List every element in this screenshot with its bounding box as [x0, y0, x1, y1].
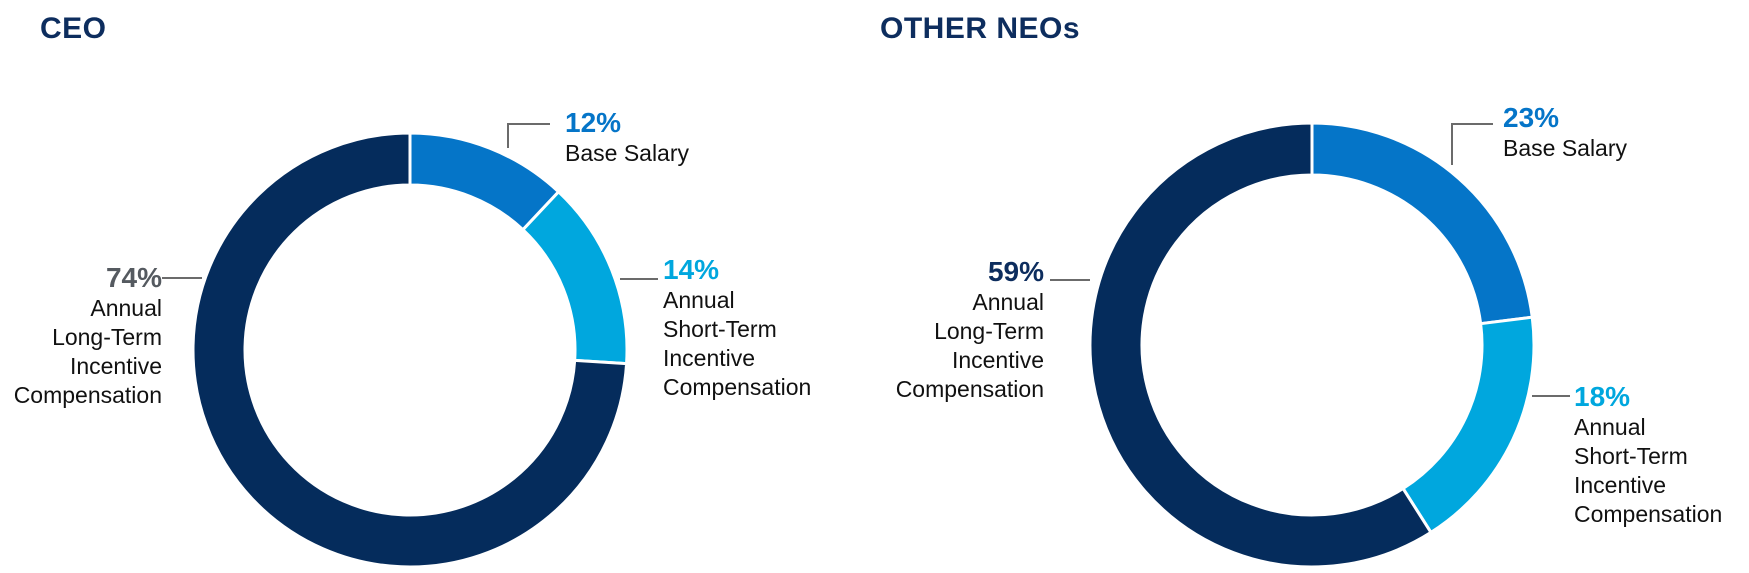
neo-slice-base-salary — [1310, 121, 1534, 326]
ceo-donut-chart — [191, 131, 629, 569]
ceo-short-term-label-line: Compensation — [663, 374, 812, 400]
neo-short-term-label-line: Compensation — [1574, 501, 1723, 527]
ceo-short-term-label-line: Annual — [663, 287, 735, 313]
neo-short-term-label-line: Short-Term — [1574, 443, 1688, 469]
neo-long-term-label-line: Compensation — [895, 376, 1044, 402]
ceo-long-term-leader-line — [162, 277, 202, 279]
ceo-base-salary-leader-tick — [507, 123, 509, 148]
neo-base-salary-leader-tick — [1451, 123, 1453, 165]
neo-short-term-callout: 18% Annual Short-Term Incentive Compensa… — [1574, 381, 1722, 529]
ceo-slice-annual-long-term-incentive-compensation — [191, 131, 629, 569]
neo-base-salary-callout: 23% Base Salary — [1503, 102, 1627, 163]
ceo-short-term-label-line: Incentive — [663, 345, 756, 371]
ceo-long-term-pct: 74% — [105, 262, 162, 293]
neo-long-term-pct: 59% — [987, 256, 1044, 287]
neo-slice-annual-long-term-incentive-compensation — [1088, 121, 1434, 569]
neo-short-term-label-line: Incentive — [1574, 472, 1667, 498]
neo-long-term-label-line: Annual — [972, 289, 1044, 315]
ceo-short-term-label-line: Short-Term — [663, 316, 777, 342]
ceo-slice-annual-short-term-incentive-compensation — [520, 189, 629, 366]
ceo-long-term-label-line: Annual — [90, 295, 162, 321]
neo-slice-annual-short-term-incentive-compensation — [1401, 315, 1536, 535]
neo-short-term-pct: 18% — [1574, 381, 1631, 412]
ceo-base-salary-pct: 12% — [565, 107, 622, 138]
neo-base-salary-label: Base Salary — [1503, 135, 1628, 161]
ceo-long-term-label-line: Incentive — [69, 353, 162, 379]
ceo-base-salary-leader-line — [507, 123, 550, 125]
neo-long-term-leader-line — [1050, 279, 1090, 281]
neo-base-salary-leader-line — [1451, 123, 1493, 125]
neo-short-term-label-line: Annual — [1574, 414, 1646, 440]
neo-long-term-label-line: Long-Term — [934, 318, 1044, 344]
ceo-short-term-callout: 14% Annual Short-Term Incentive Compensa… — [663, 254, 811, 402]
other-neos-chart-title: OTHER NEOs — [880, 12, 1081, 45]
ceo-base-salary-label: Base Salary — [565, 140, 690, 166]
ceo-short-term-leader-line — [620, 278, 658, 280]
neo-short-term-leader-line — [1532, 395, 1570, 397]
neo-long-term-callout: 59% Annual Long-Term Incentive Compensat… — [896, 256, 1044, 404]
ceo-short-term-pct: 14% — [663, 254, 720, 285]
neo-base-salary-pct: 23% — [1503, 102, 1560, 133]
ceo-base-salary-callout: 12% Base Salary — [565, 107, 689, 168]
other-neos-donut-chart — [1088, 121, 1536, 569]
ceo-long-term-label-line: Compensation — [13, 382, 162, 408]
ceo-chart-title: CEO — [40, 12, 107, 45]
ceo-long-term-label-line: Long-Term — [52, 324, 162, 350]
neo-long-term-label-line: Incentive — [951, 347, 1044, 373]
ceo-long-term-callout: 74% Annual Long-Term Incentive Compensat… — [14, 262, 162, 410]
